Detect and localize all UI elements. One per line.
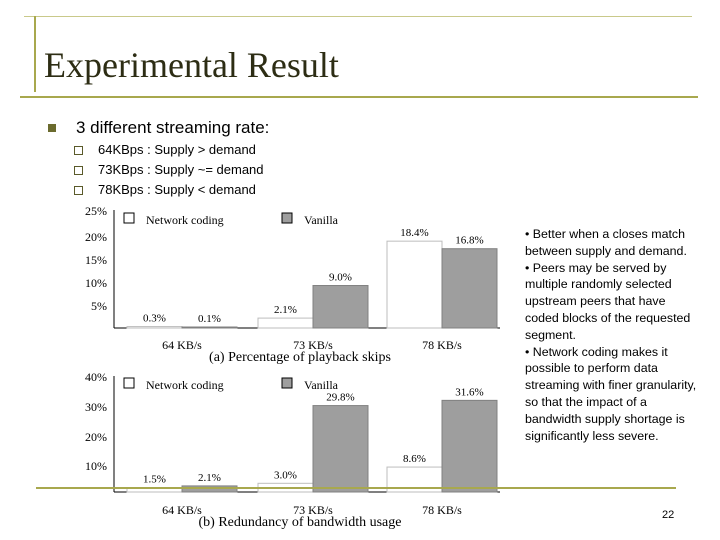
main-bullet-text: 3 different streaming rate: (76, 118, 270, 137)
data-label: 2.1% (274, 304, 297, 316)
legend-swatch (281, 212, 293, 224)
page-number: 22 (662, 509, 675, 521)
data-label: 31.6% (455, 386, 483, 398)
y-tick-label: 30% (85, 400, 107, 414)
y-tick-label: 40% (85, 370, 107, 384)
note-text: • Better when a closes match between sup… (525, 227, 687, 258)
data-label: 3.0% (274, 469, 297, 481)
x-tick-label: 78 KB/s (422, 503, 462, 517)
legend-label: Network coding (146, 378, 224, 392)
bar (441, 399, 498, 493)
hollow-square-icon (74, 166, 83, 175)
data-label: 9.0% (329, 272, 352, 284)
x-tick-label: 78 KB/s (422, 338, 462, 352)
data-label: 2.1% (198, 472, 221, 484)
bar (441, 248, 498, 329)
top-rule (24, 16, 692, 17)
hollow-square-icon (74, 146, 83, 155)
note-text: • Network coding makes it possible to pe… (525, 344, 697, 443)
sub-bullet-text: 73KBps : Supply ~= demand (98, 162, 264, 177)
data-label: 16.8% (455, 235, 483, 247)
y-tick-label: 5% (91, 299, 107, 313)
y-tick-label: 10% (85, 459, 107, 473)
data-label: 29.8% (326, 392, 354, 404)
x-tick-label: 73 KB/s (293, 338, 333, 352)
note-text: • Peers may be served by multiple random… (525, 260, 691, 342)
bar (312, 405, 369, 493)
legend-swatch (123, 377, 135, 389)
legend-label: Vanilla (304, 378, 339, 392)
hollow-square-icon (74, 186, 83, 195)
y-tick-label: 15% (85, 253, 107, 267)
title-accent-bar (34, 16, 36, 92)
title-underline (20, 96, 698, 98)
legend-label: Network coding (146, 213, 224, 227)
chart-title: (b) Redundancy of bandwidth usage (199, 515, 402, 530)
legend-swatch (281, 377, 293, 389)
bar (312, 285, 369, 329)
chart-title: (a) Percentage of playback skips (209, 350, 391, 365)
data-label: 18.4% (400, 227, 428, 239)
slide-title: Experimental Result (44, 45, 339, 85)
x-tick-label: 64 KB/s (162, 503, 202, 517)
bullet-square-icon (48, 124, 56, 132)
bar (126, 326, 183, 329)
sub-bullet-text: 78KBps : Supply < demand (98, 182, 256, 197)
y-tick-label: 25% (85, 204, 107, 218)
y-tick-label: 20% (85, 430, 107, 444)
x-tick-label: 64 KB/s (162, 338, 202, 352)
data-label: 8.6% (403, 453, 426, 465)
data-label: 0.3% (143, 313, 166, 325)
legend-label: Vanilla (304, 213, 339, 227)
data-label: 0.1% (198, 313, 221, 325)
bottom-rule (36, 487, 676, 489)
y-tick-label: 20% (85, 230, 107, 244)
data-label: 1.5% (143, 474, 166, 486)
findings-notes: • Better when a closes match between sup… (525, 226, 701, 444)
sub-bullet-text: 64KBps : Supply > demand (98, 142, 256, 157)
legend-swatch (123, 212, 135, 224)
bar (181, 326, 238, 329)
x-tick-label: 73 KB/s (293, 503, 333, 517)
y-tick-label: 10% (85, 276, 107, 290)
bar (257, 317, 314, 329)
bar (386, 240, 443, 329)
